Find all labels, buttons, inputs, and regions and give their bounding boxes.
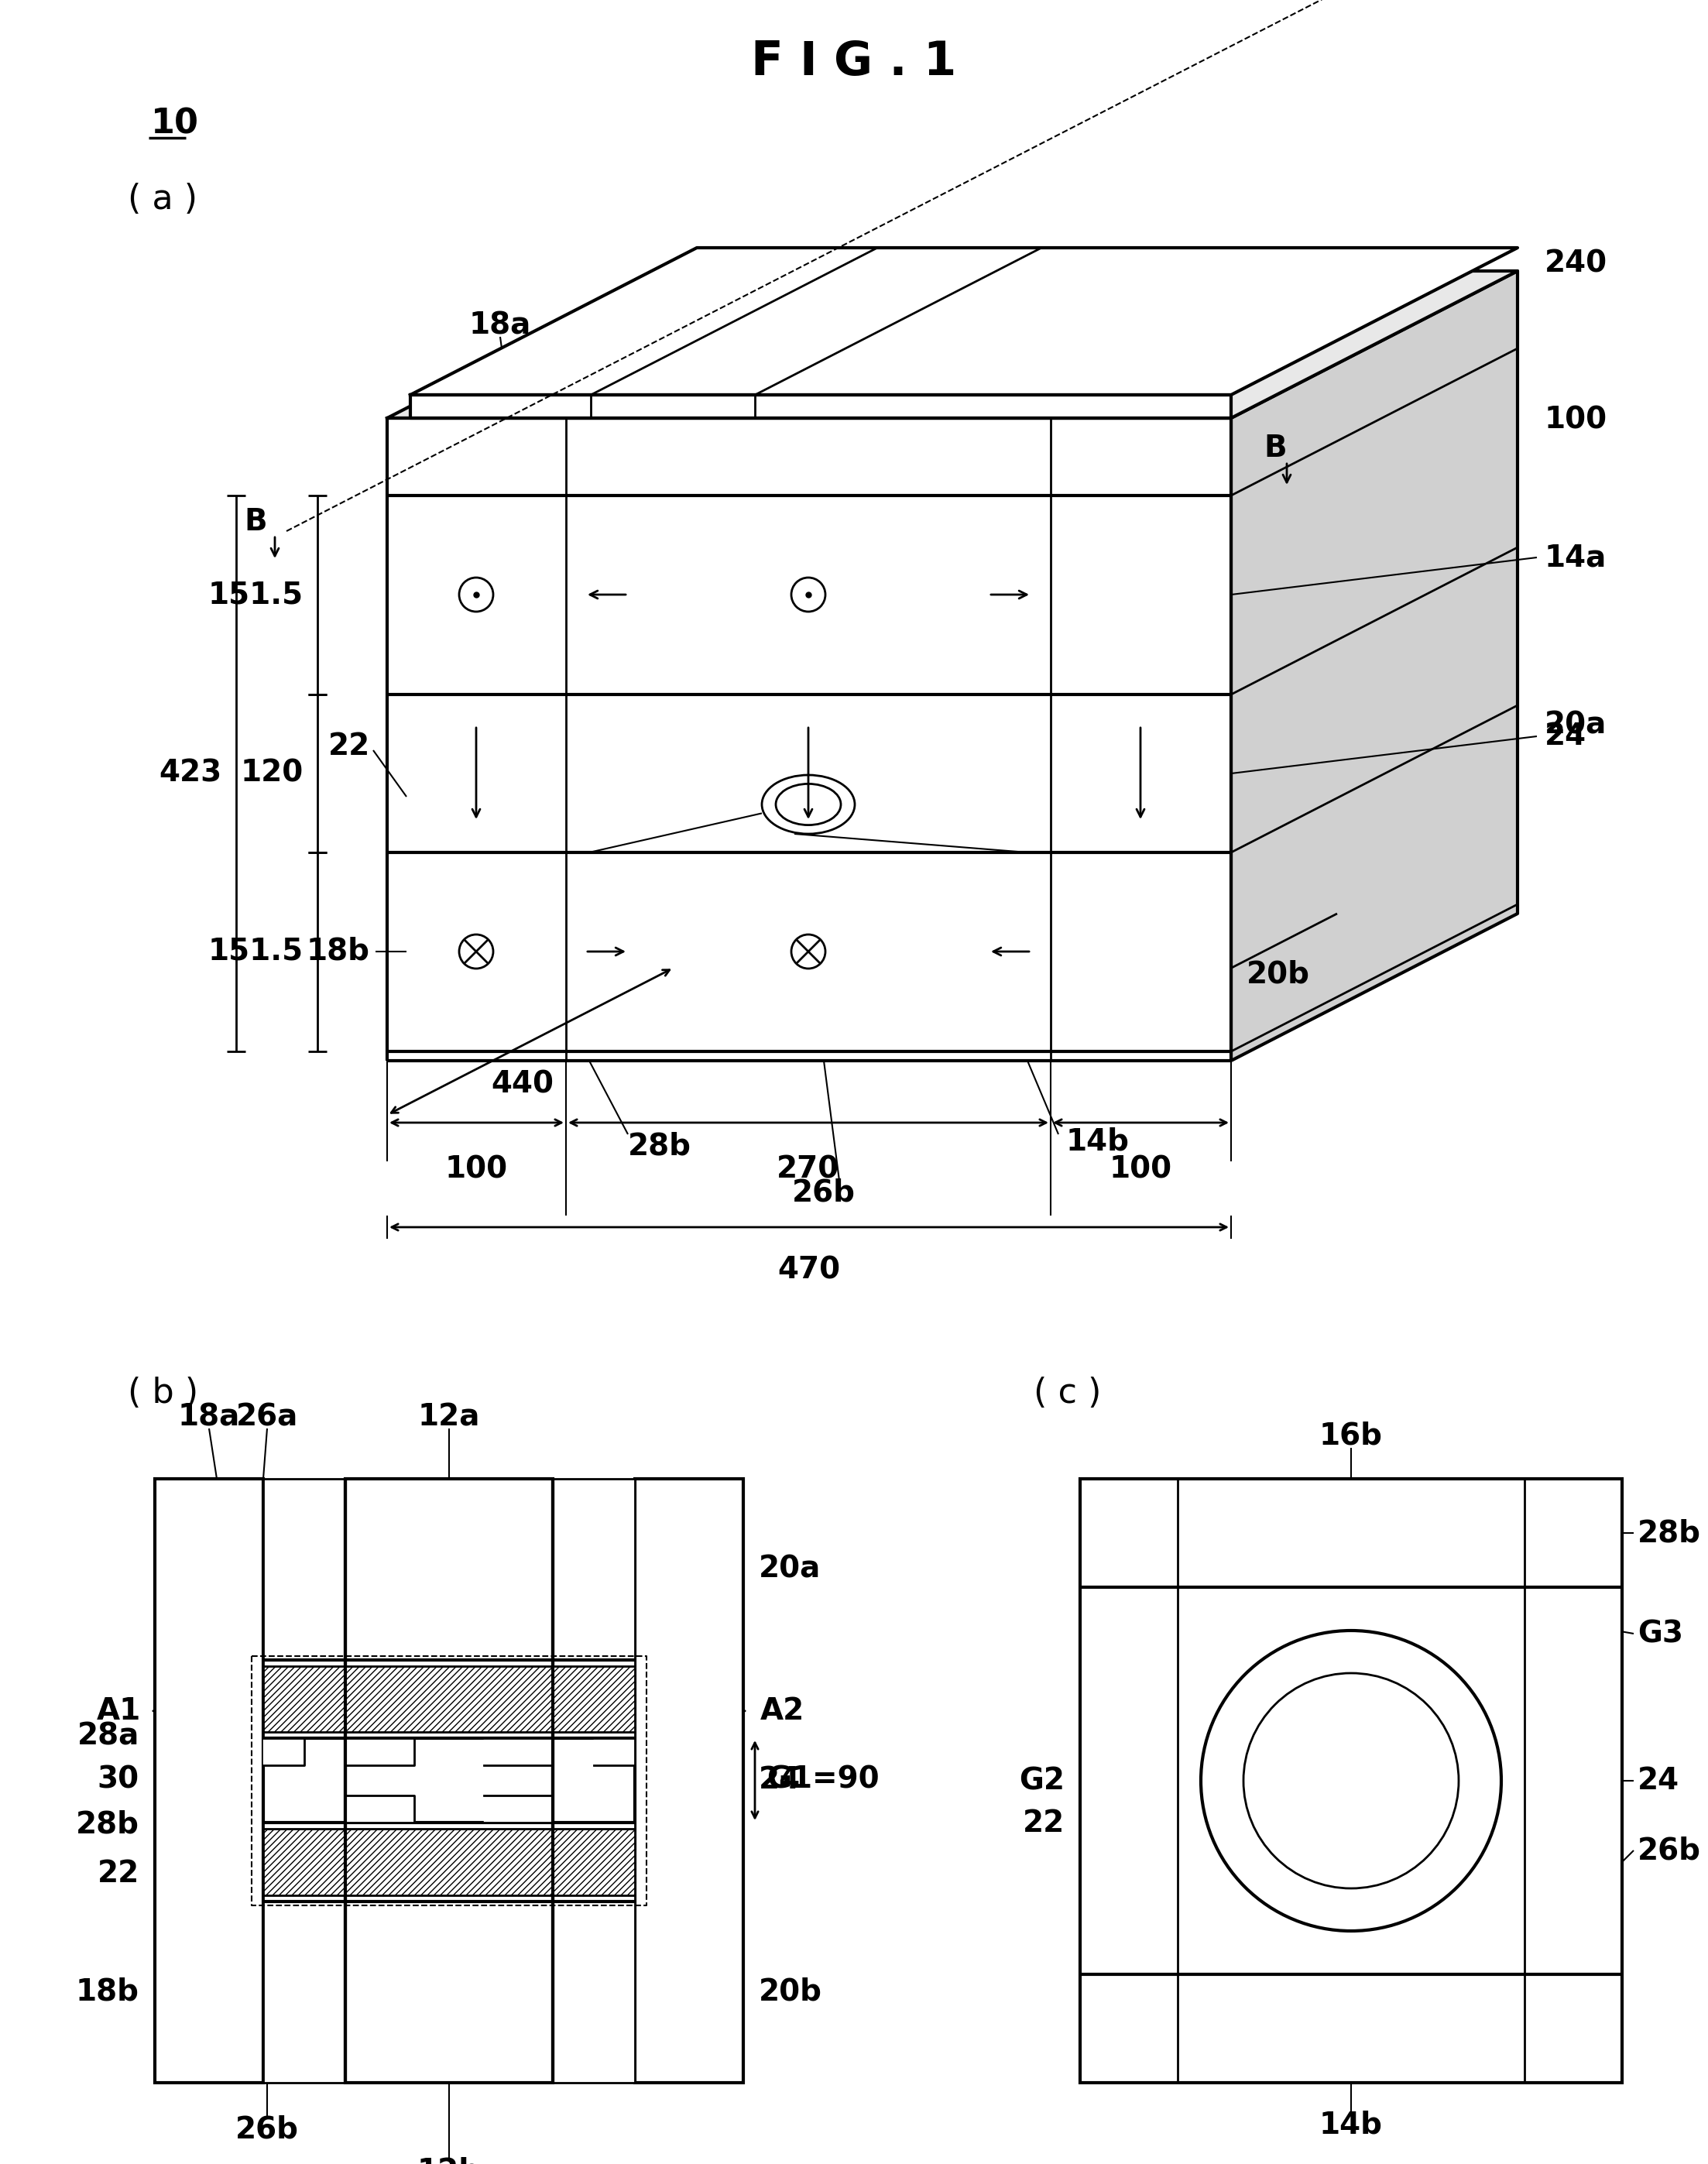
Bar [553,1478,635,1738]
Text: 18b: 18b [75,1978,140,2006]
Bar [263,1822,345,2082]
Text: B: B [244,506,266,537]
Text: 14a: 14a [1544,543,1607,571]
Text: 12a: 12a [418,1402,480,1433]
Polygon shape [345,1738,415,1766]
Text: 240: 240 [1544,249,1607,277]
Text: 18a: 18a [178,1402,241,1433]
Polygon shape [345,1796,415,1822]
Polygon shape [388,270,1517,418]
Polygon shape [483,1796,553,1822]
Text: 270: 270 [777,1153,840,1184]
Polygon shape [410,394,1231,418]
Text: ( a ): ( a ) [128,184,198,216]
Text: 26b: 26b [793,1177,856,1208]
Text: 12a: 12a [992,309,1056,340]
Text: 16b: 16b [1319,1422,1383,1450]
Bar [345,1478,553,2082]
Text: 14b: 14b [1066,1127,1129,1158]
Text: 24: 24 [758,1766,801,1794]
Text: 16a: 16a [642,309,704,340]
Polygon shape [594,1738,635,1766]
Bar [553,1822,635,2082]
Text: 24: 24 [1544,721,1587,751]
Text: 26b: 26b [236,2114,299,2145]
Text: 28b: 28b [629,1132,692,1160]
Text: 20b: 20b [758,1978,822,2006]
Text: 440: 440 [492,1069,553,1099]
Text: 470: 470 [777,1255,840,1285]
Text: 22: 22 [1023,1809,1064,1837]
Text: 26b: 26b [1638,1835,1701,1865]
Text: 120: 120 [241,760,304,788]
Text: 22: 22 [328,731,371,762]
Text: 30: 30 [97,1766,140,1794]
Text: A1: A1 [97,1697,142,1725]
Text: 423: 423 [159,760,222,788]
Text: G3: G3 [1638,1619,1682,1649]
Bar [1079,1478,1623,2082]
Text: ( b ): ( b ) [128,1376,198,1411]
Text: 100: 100 [444,1153,507,1184]
Text: 18b: 18b [307,937,371,967]
Polygon shape [1231,270,1517,1060]
Text: ( c ): ( c ) [1033,1376,1102,1411]
Bar [155,1478,263,2082]
Text: 28b: 28b [75,1809,140,1839]
Text: 22: 22 [97,1859,140,1889]
Text: 20a: 20a [1544,710,1607,740]
Text: 28a: 28a [77,1723,140,1751]
Text: 18a: 18a [470,309,531,340]
Bar [635,1478,743,2082]
Text: 100: 100 [1544,405,1607,435]
Text: 20a: 20a [758,1554,822,1584]
Text: 10: 10 [150,108,200,141]
Text: G2: G2 [1020,1766,1064,1796]
Text: F I G . 1: F I G . 1 [752,39,956,84]
Polygon shape [388,418,1231,1060]
Text: 14b: 14b [1319,2110,1383,2140]
Polygon shape [410,247,1517,394]
Text: G1=90: G1=90 [767,1766,880,1794]
Polygon shape [483,1738,553,1766]
Text: 28b: 28b [1638,1519,1701,1547]
Text: 100: 100 [1108,1153,1172,1184]
Text: 24: 24 [1638,1766,1679,1796]
Bar [263,1666,635,1731]
Bar [263,1478,345,1738]
Text: 151.5: 151.5 [208,580,304,610]
Polygon shape [263,1738,304,1766]
Bar [263,1829,635,1896]
Text: A2: A2 [760,1697,804,1725]
Text: B: B [1264,433,1286,463]
Text: 26a: 26a [236,1402,299,1433]
Text: 12b: 12b [417,2158,482,2164]
Text: 151.5: 151.5 [208,937,304,967]
Text: 20b: 20b [1247,961,1310,989]
